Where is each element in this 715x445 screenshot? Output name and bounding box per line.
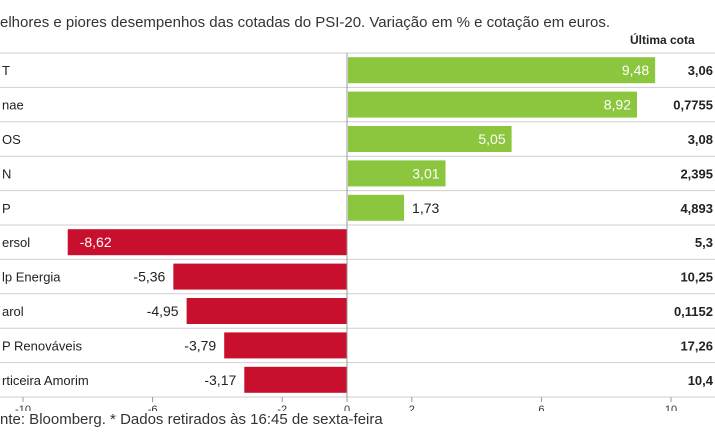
category-label: P	[2, 201, 11, 216]
category-label: arol	[2, 304, 24, 319]
bar	[348, 160, 446, 187]
x-tick-label: -2	[277, 404, 287, 411]
category-label: T	[2, 63, 10, 78]
value-label: -5,36	[133, 269, 165, 285]
quote-value: 2,395	[680, 166, 713, 181]
quote-value: 3,08	[688, 132, 713, 147]
quote-value: 0,7755	[673, 98, 713, 113]
category-label: OS	[2, 132, 21, 147]
quote-value: 0,1152	[674, 304, 713, 319]
bar	[224, 332, 347, 359]
category-label: P Renováveis	[2, 338, 82, 353]
bar	[67, 229, 347, 256]
bar	[186, 298, 347, 324]
quote-value: 5,3	[695, 235, 713, 250]
value-label: -4,95	[147, 303, 179, 319]
quote-value: 17,26	[680, 338, 713, 353]
bar-chart: T 9,48 3,06 nae 8,92 0,7755 OS 5,05 3,08 N 3,01 2,3…	[0, 52, 715, 411]
value-label: 9,48	[622, 62, 649, 78]
source-note: nte: Bloomberg. * Dados retirados às 16:…	[0, 411, 383, 428]
bar	[173, 263, 347, 290]
value-label: 8,92	[604, 97, 631, 113]
quote-value: 4,893	[680, 201, 713, 216]
category-label: lp Energia	[2, 270, 61, 285]
category-label: N	[2, 166, 11, 181]
bar	[348, 126, 512, 152]
bar	[348, 91, 638, 118]
quote-value: 10,25	[680, 270, 713, 285]
value-label: -3,79	[184, 337, 216, 353]
bar	[348, 194, 405, 221]
x-tick-label: 10	[665, 404, 677, 411]
value-label: -8,62	[80, 234, 112, 250]
x-tick-label: -6	[148, 404, 158, 411]
value-label: -3,17	[204, 372, 236, 388]
category-label: nae	[2, 98, 24, 113]
quote-column-header: Última cota	[630, 33, 695, 47]
value-label: 5,05	[478, 131, 505, 147]
category-label: ersol	[2, 235, 30, 250]
value-label: 1,73	[412, 200, 439, 216]
x-tick-label: -10	[15, 404, 31, 411]
quote-value: 10,4	[688, 373, 714, 388]
quote-value: 3,06	[688, 63, 713, 78]
chart-subtitle: elhores e piores desempenhos das cotadas…	[0, 14, 611, 31]
category-label: rticeira Amorim	[2, 373, 89, 388]
bar	[348, 57, 656, 84]
bar	[244, 366, 347, 393]
x-tick-label: 2	[409, 404, 415, 411]
value-label: 3,01	[412, 165, 439, 181]
x-tick-label: 6	[538, 404, 544, 411]
x-tick-label: 0	[344, 404, 350, 411]
